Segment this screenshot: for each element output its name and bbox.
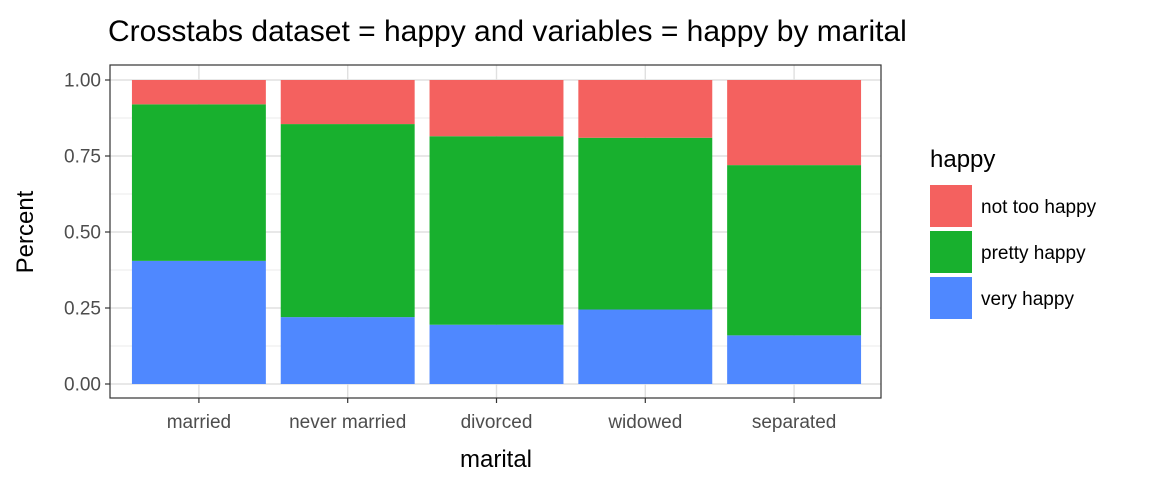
legend-label: very happy xyxy=(981,289,1074,310)
y-tick-label: 0.75 xyxy=(64,147,101,168)
bar-segment-very-happy xyxy=(578,309,713,384)
y-axis: 0.00 0.25 0.50 0.75 1.00 xyxy=(64,71,110,396)
bar-segment-pretty-happy xyxy=(429,136,564,325)
bar-segment-very-happy xyxy=(280,317,415,384)
legend-items: not too happy pretty happy very happy xyxy=(930,185,1097,319)
bar-segment-pretty-happy xyxy=(727,165,862,336)
legend-key-pretty-happy xyxy=(930,231,972,273)
legend-key-very-happy xyxy=(930,277,972,319)
chart-title: Crosstabs dataset = happy and variables … xyxy=(108,15,907,48)
y-tick-label: 0.50 xyxy=(64,223,101,244)
legend-key-not-too-happy xyxy=(930,185,972,227)
bar-segment-not-too-happy xyxy=(131,80,266,105)
bars xyxy=(131,80,862,384)
y-tick-label: 0.25 xyxy=(64,299,101,320)
legend-label: pretty happy xyxy=(981,243,1086,264)
bar-segment-not-too-happy xyxy=(727,80,862,166)
y-tick-label: 1.00 xyxy=(64,71,101,92)
plot-area xyxy=(109,64,882,399)
bar-segment-not-too-happy xyxy=(578,80,713,138)
bar-segment-pretty-happy xyxy=(280,124,415,318)
x-axis: married never married divorced widowed separ… xyxy=(167,398,837,433)
bar-segment-not-too-happy xyxy=(280,80,415,125)
y-tick-label: 0.00 xyxy=(64,375,101,396)
legend: happy not too happy pretty happy very happ… xyxy=(930,146,1097,319)
bar-segment-very-happy xyxy=(429,324,564,384)
x-tick-label: never married xyxy=(289,412,406,433)
x-tick-label: separated xyxy=(752,412,837,433)
y-axis-title: Percent xyxy=(12,190,39,273)
bar-segment-very-happy xyxy=(131,260,266,384)
x-axis-title: marital xyxy=(460,446,532,473)
bar-segment-not-too-happy xyxy=(429,80,564,137)
bar-segment-pretty-happy xyxy=(578,137,713,310)
legend-title: happy xyxy=(930,146,995,173)
x-tick-label: married xyxy=(167,412,231,433)
bar-segment-very-happy xyxy=(727,335,862,384)
x-tick-label: divorced xyxy=(461,412,533,433)
legend-label: not too happy xyxy=(981,197,1097,218)
x-tick-label: widowed xyxy=(607,412,682,433)
bar-segment-pretty-happy xyxy=(131,104,266,261)
